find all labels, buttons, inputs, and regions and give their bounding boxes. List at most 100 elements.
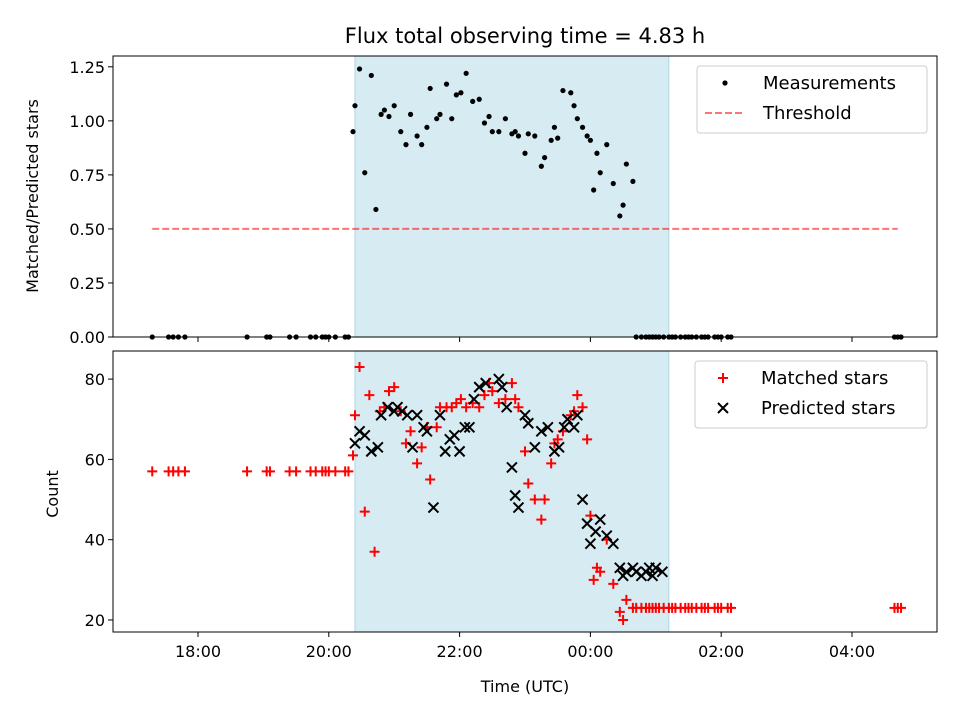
predicted-star-point [506,461,518,474]
measurement-point [555,135,561,141]
measurement-point [532,133,538,139]
legend-marker [718,373,728,383]
measurement-point [458,90,464,96]
measurement-point [594,150,600,156]
predicted-star-point [522,417,534,429]
ratio-x-ticks [197,337,853,342]
predicted-star-point [359,429,371,442]
matched-star-point [614,606,625,617]
predicted-star-point [480,377,492,389]
predicted-star-point [650,562,662,574]
measurement-point [449,116,455,122]
matched-star-point [572,390,583,401]
measurement-point [571,103,577,109]
legend-box [694,360,928,429]
predicted-star-point [375,409,387,421]
y-tick-label: 60 [85,450,105,469]
y-tick-label: 0.75 [69,166,105,185]
legend-label: Matched stars [761,368,888,389]
predicted-star-point [372,441,384,454]
measurement-point [542,154,548,161]
matched-star-point [364,390,375,401]
matched-star-point [179,466,190,477]
measurement-point [352,103,358,109]
predicted-star-point [553,441,565,454]
matched-star-point [896,602,907,613]
x-tick-label: 04:00 [829,642,875,661]
y-tick-label: 0.25 [69,274,105,293]
predicted-star-point [535,425,548,437]
matched-star-point [588,574,599,585]
measurement-point [551,124,558,130]
measurement-point [437,111,443,117]
measurement-point [630,178,636,184]
measurement-point [568,90,574,96]
matched-star-point [412,458,423,469]
matched-star-point [726,602,736,613]
predicted-star-point [656,566,669,578]
predicted-star-point [584,537,597,550]
measurement-point [476,96,482,102]
measurement-point [486,113,492,120]
predicted-star-point [519,409,531,421]
ratio-axes-frame [112,55,938,338]
measurement-point [623,161,629,167]
measurement-point [584,133,590,139]
measurement-point [610,180,616,187]
legend-label: Measurements [763,73,896,94]
matched-star-point [529,494,540,505]
predicted-star-point [427,501,440,514]
count-x-axis-label: Time (UTC) [480,677,569,696]
matched-star-point [147,466,158,477]
matched-star-point [291,466,302,477]
y-tick-label: 0.50 [69,220,105,239]
predicted-star-point [614,562,626,574]
matched-star-point [487,386,498,397]
y-tick-label: 1.00 [69,112,105,131]
measurement-point [443,81,450,87]
x-tick-label: 22:00 [437,642,483,661]
matched-star-point [520,446,530,457]
predicted-star-point [542,421,554,433]
matched-star-point [349,410,360,421]
x-tick-label: 02:00 [698,642,744,661]
predicted-star-point [468,393,480,405]
count-y-ticks: 20 40 60 80 [85,370,113,630]
predicted-star-point [463,421,476,433]
matched-star-point [513,402,524,413]
ratio-y-axis-label: Matched/Predicted stars [23,99,42,293]
measurement-point [373,206,379,213]
measurement-point [414,133,420,139]
measurement-point [419,142,425,148]
measurement-point [470,98,476,104]
matched-star-point [455,394,466,405]
matched-star-point [595,566,606,577]
y-tick-label: 80 [85,370,105,389]
measurement-point [489,129,495,135]
matched-star-point [585,510,596,521]
matched-star-point [389,382,400,393]
predicted-star-point [473,381,485,393]
measurement-point [579,124,586,130]
predicted-star-point [411,409,423,421]
legend-label: Threshold [762,103,852,124]
matched-star-point [539,494,550,505]
matched-star-point [500,394,511,405]
measurement-point [350,129,356,135]
y-tick-label: 40 [85,531,105,550]
predicted-star-point [453,445,466,458]
chart-title: Flux total observing time = 4.83 h [345,24,705,48]
measurement-point [597,170,603,176]
predicted-star-point [496,381,508,393]
measurement-point [574,116,580,122]
matched-star-point [621,594,632,605]
measurement-point [587,137,593,143]
matched-star-point [359,506,370,517]
matched-star-point [416,442,427,453]
measurement-point [362,170,368,176]
x-tick-label: 18:00 [175,642,221,661]
y-tick-label: 20 [85,611,105,630]
predicted-star-point [620,566,633,578]
